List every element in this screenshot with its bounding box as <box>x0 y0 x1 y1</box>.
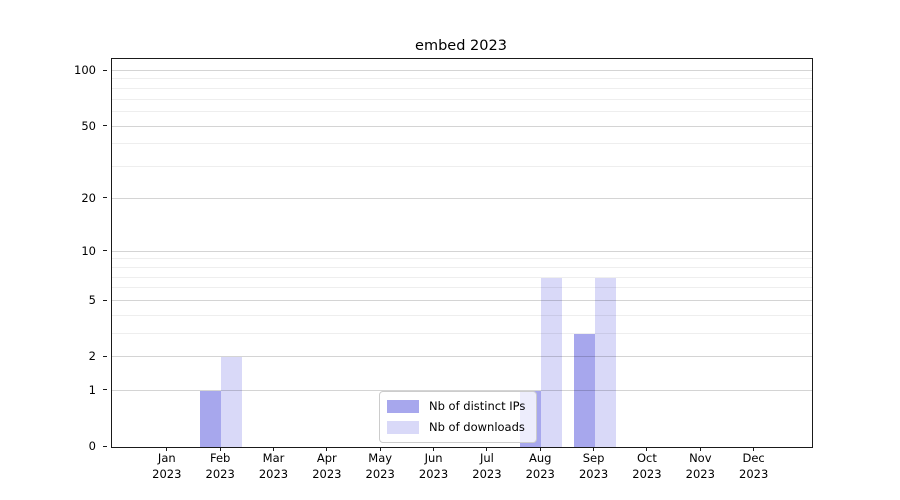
x-tick-label: Jan 2023 <box>152 451 182 481</box>
legend-item: Nb of downloads <box>387 419 525 436</box>
y-tick-mark <box>103 299 107 301</box>
x-tick-label: Feb 2023 <box>205 451 235 481</box>
gridline-minor <box>112 143 812 145</box>
legend-item: Nb of distinct IPs <box>387 398 525 415</box>
gridline-major <box>112 300 812 302</box>
x-tick-label: Jun 2023 <box>418 451 449 481</box>
chart-title: embed 2023 <box>415 38 507 54</box>
x-tick-mark <box>593 447 595 451</box>
x-tick-mark <box>219 447 221 451</box>
y-tick-mark <box>103 69 107 71</box>
gridline-minor <box>112 98 812 100</box>
x-tick-mark <box>486 447 488 451</box>
gridline-major <box>112 70 812 71</box>
y-tick-mark <box>103 389 107 391</box>
x-tick-label: Oct 2023 <box>632 451 662 481</box>
bar-nb-of-downloads-feb-2023 <box>221 357 243 447</box>
x-tick-mark <box>379 447 381 451</box>
gridline-minor <box>112 258 812 260</box>
y-tick-label: 1 <box>88 382 96 397</box>
legend-swatch-nb-of-downloads <box>387 421 419 434</box>
gridline-minor <box>112 166 812 168</box>
legend: Nb of distinct IPs Nb of downloads <box>379 391 538 443</box>
x-tick-mark <box>646 447 648 451</box>
gridline-minor <box>112 287 812 289</box>
y-tick-mark <box>103 125 107 127</box>
gridline-major <box>112 356 812 358</box>
y-tick-label: 10 <box>81 243 96 258</box>
y-tick-label: 50 <box>81 118 96 133</box>
legend-swatch-nb-of-distinct-ips <box>387 400 419 413</box>
gridline-minor <box>112 276 812 278</box>
legend-label: Nb of downloads <box>429 420 525 434</box>
gridline-minor <box>112 111 812 113</box>
y-tick-mark <box>103 355 107 357</box>
bar-nb-of-downloads-aug-2023 <box>541 277 563 447</box>
x-tick-label: Apr 2023 <box>312 451 342 481</box>
y-tick-mark <box>103 250 107 252</box>
legend-label: Nb of distinct IPs <box>429 399 526 413</box>
y-tick-mark <box>103 445 107 447</box>
x-tick-mark <box>326 447 328 451</box>
y-tick-label: 0 <box>88 439 96 453</box>
plot-area <box>111 58 813 448</box>
gridline-minor <box>112 87 812 89</box>
y-tick-label: 20 <box>81 190 96 205</box>
x-tick-label: Jul 2023 <box>472 451 502 481</box>
x-tick-label: Dec 2023 <box>739 451 769 481</box>
x-tick-label: Nov 2023 <box>685 451 715 481</box>
gridline-minor <box>112 314 812 316</box>
gridline-minor <box>112 78 812 80</box>
bar-nb-of-distinct-ips-sep-2023 <box>573 334 595 447</box>
gridline-major <box>112 389 812 391</box>
y-tick-mark <box>103 197 107 199</box>
gridline-minor <box>112 266 812 268</box>
y-tick-label: 5 <box>88 293 96 308</box>
x-tick-label: Aug 2023 <box>525 451 555 481</box>
x-tick-mark <box>699 447 701 451</box>
x-tick-mark <box>273 447 274 451</box>
gridline-major <box>112 250 812 252</box>
y-tick-label: 100 <box>74 63 96 77</box>
x-tick-label: Sep 2023 <box>578 451 609 481</box>
x-tick-label: May 2023 <box>365 451 395 481</box>
x-tick-mark <box>166 447 168 451</box>
bar-nb-of-downloads-sep-2023 <box>594 277 616 447</box>
x-tick-mark <box>753 447 755 451</box>
bar-nb-of-distinct-ips-feb-2023 <box>200 390 222 447</box>
y-tick-label: 2 <box>88 349 96 364</box>
x-tick-label: Mar 2023 <box>258 451 289 481</box>
gridline-major <box>112 125 812 127</box>
x-tick-mark <box>433 447 435 451</box>
x-tick-mark <box>539 447 541 451</box>
gridline-major <box>112 197 812 199</box>
gridline-minor <box>112 333 812 335</box>
